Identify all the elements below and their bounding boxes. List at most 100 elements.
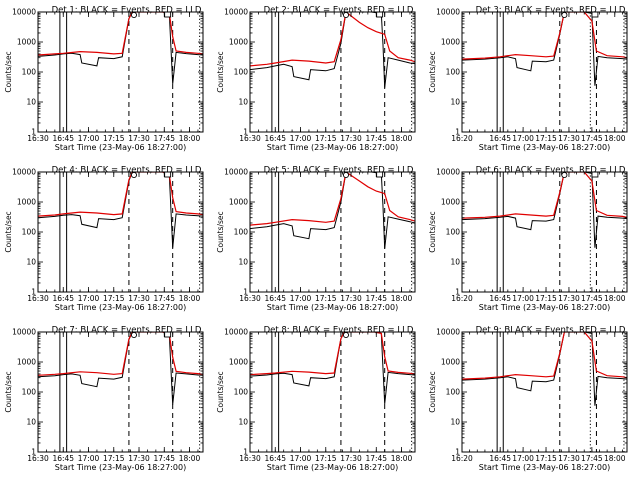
x-tick-label: 16:30 xyxy=(27,294,49,303)
x-tick-label: 17:30 xyxy=(558,454,580,463)
y-tick-label: 1000 xyxy=(229,358,248,367)
x-tick-label: 17:30 xyxy=(558,294,580,303)
y-tick-label: 100 xyxy=(446,388,461,397)
events-series-line xyxy=(38,172,203,248)
y-tick-label: 1 xyxy=(31,128,36,137)
x-tick-label: 17:15 xyxy=(103,134,125,143)
x-axis-label: Start Time (23-May-06 18:27:00) xyxy=(267,303,398,312)
x-tick-label: 17:30 xyxy=(340,454,362,463)
x-tick-label: 17:45 xyxy=(581,134,603,143)
x-axis-label: Start Time (23-May-06 18:27:00) xyxy=(267,143,398,152)
y-tick-label: 1 xyxy=(243,288,248,297)
plot-area xyxy=(38,172,203,292)
y-tick-label: 1000 xyxy=(17,198,36,207)
x-tick-label: 16:45 xyxy=(264,454,286,463)
plot-area xyxy=(250,172,415,292)
events-series-line xyxy=(250,332,415,404)
x-tick-label: 18:00 xyxy=(391,134,413,143)
y-tick-label: 100 xyxy=(234,228,249,237)
y-tick-label: 10 xyxy=(26,418,36,427)
x-tick-label: 17:45 xyxy=(581,454,603,463)
lld-series-line xyxy=(462,332,627,380)
x-tick-label: 16:30 xyxy=(239,454,261,463)
x-tick-label: 17:15 xyxy=(315,294,337,303)
lld-series-line xyxy=(38,332,203,376)
x-tick-label: 17:45 xyxy=(365,294,387,303)
x-tick-label: 17:00 xyxy=(512,454,534,463)
y-axis-label: Counts/sec xyxy=(4,51,13,92)
x-tick-label: 17:15 xyxy=(535,454,557,463)
y-tick-label: 100 xyxy=(22,388,37,397)
events-series-line xyxy=(38,12,203,84)
y-tick-label: 1 xyxy=(243,448,248,457)
y-tick-label: 1 xyxy=(455,448,460,457)
y-tick-label: 100 xyxy=(234,388,249,397)
detector-panel: 1 10 100 1000 10000 16:30 16:45 17:00 17:15 17:30… xyxy=(4,6,204,152)
x-tick-label: 16:20 xyxy=(451,454,473,463)
y-tick-label: 1 xyxy=(243,128,248,137)
x-tick-label: 17:45 xyxy=(153,294,175,303)
y-tick-label: 100 xyxy=(446,228,461,237)
y-tick-label: 1 xyxy=(31,288,36,297)
y-tick-label: 10 xyxy=(238,418,248,427)
x-tick-label: 17:30 xyxy=(128,454,150,463)
plot-frame xyxy=(461,331,628,453)
panel-title: Det 7: BLACK = Events, RED = LLD xyxy=(52,326,202,336)
y-tick-label: 10 xyxy=(238,98,248,107)
y-tick-label: 1000 xyxy=(441,38,460,47)
y-tick-label: 1 xyxy=(455,288,460,297)
y-tick-label: 10 xyxy=(450,98,460,107)
y-tick-label: 10 xyxy=(26,98,36,107)
x-tick-label: 17:15 xyxy=(103,294,125,303)
panel-title: Det 3: BLACK = Events, RED = LLD xyxy=(476,6,626,16)
x-tick-label: 18:00 xyxy=(391,454,413,463)
panel-title: Det 4: BLACK = Events, RED = LLD xyxy=(52,166,202,176)
y-axis-label: Counts/sec xyxy=(216,211,225,252)
y-tick-label: 100 xyxy=(22,68,37,77)
plot-area xyxy=(38,12,203,132)
plot-area xyxy=(462,332,627,452)
x-tick-label: 18:00 xyxy=(604,454,626,463)
lld-series-line xyxy=(38,172,203,217)
plot-area xyxy=(462,172,627,292)
x-tick-label: 17:30 xyxy=(128,134,150,143)
x-tick-label: 17:15 xyxy=(315,454,337,463)
x-tick-label: 17:45 xyxy=(153,134,175,143)
y-tick-label: 1 xyxy=(455,128,460,137)
x-tick-label: 16:45 xyxy=(264,134,286,143)
plot-frame xyxy=(249,11,416,133)
x-tick-label: 18:00 xyxy=(179,454,201,463)
x-tick-label: 17:30 xyxy=(128,294,150,303)
y-tick-label: 10000 xyxy=(436,8,460,17)
lld-series-line xyxy=(250,172,415,226)
x-tick-label: 17:00 xyxy=(78,454,100,463)
plot-frame xyxy=(249,331,416,453)
events-series-line xyxy=(462,332,627,406)
x-tick-label: 17:30 xyxy=(340,134,362,143)
y-tick-label: 10 xyxy=(238,258,248,267)
x-tick-label: 17:00 xyxy=(290,134,312,143)
x-axis-label: Start Time (23-May-06 18:27:00) xyxy=(267,463,398,472)
x-tick-label: 17:30 xyxy=(558,134,580,143)
plot-frame xyxy=(37,11,204,133)
y-tick-label: 1000 xyxy=(441,358,460,367)
x-axis-label: Start Time (23-May-06 18:27:00) xyxy=(479,463,610,472)
x-tick-label: 18:00 xyxy=(604,294,626,303)
detector-panel: 1 10 100 1000 10000 16:20 16:45 17:00 17:15 17:30… xyxy=(428,166,628,312)
detector-panel: 1 10 100 1000 10000 16:30 16:45 17:00 17:15 17:30… xyxy=(4,166,204,312)
y-tick-label: 100 xyxy=(22,228,37,237)
plot-frame xyxy=(461,11,628,133)
x-tick-label: 16:30 xyxy=(239,294,261,303)
x-tick-label: 18:00 xyxy=(179,134,201,143)
events-series-line xyxy=(250,172,415,249)
x-tick-label: 16:45 xyxy=(489,134,511,143)
x-tick-label: 17:15 xyxy=(315,134,337,143)
panel-title: Det 2: BLACK = Events, RED = LLD xyxy=(264,6,414,16)
events-series-line xyxy=(250,12,415,88)
x-tick-label: 16:45 xyxy=(489,294,511,303)
x-tick-label: 18:00 xyxy=(179,294,201,303)
x-tick-label: 17:00 xyxy=(290,294,312,303)
lld-series-line xyxy=(38,12,203,56)
x-tick-label: 17:00 xyxy=(512,294,534,303)
